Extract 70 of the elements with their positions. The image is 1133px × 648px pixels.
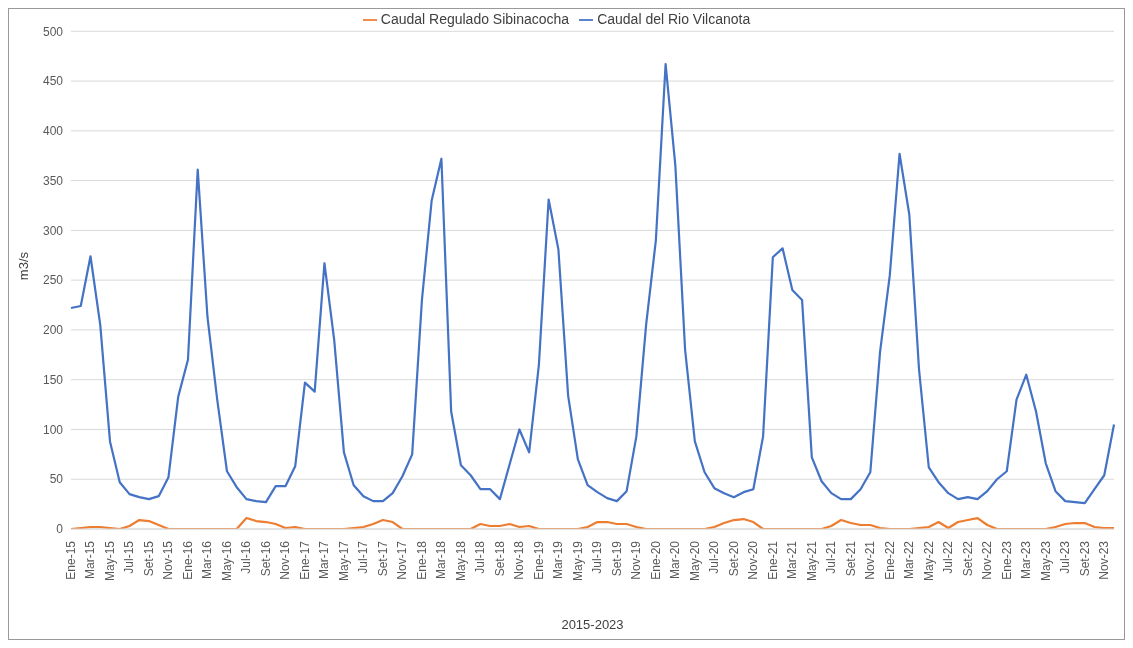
x-tick-label: May-16	[219, 540, 234, 582]
x-tick-label: Set-16	[258, 540, 273, 577]
x-axis-title: 2015-2023	[561, 617, 624, 632]
x-tick-label: Mar-23	[1019, 540, 1034, 580]
x-tick-label: Set-15	[141, 540, 156, 577]
x-tick-label: Set-21	[843, 540, 858, 577]
x-tick-label: Mar-15	[83, 540, 98, 580]
x-tick-label: Mar-16	[200, 540, 215, 580]
y-tick-label: 0	[56, 522, 64, 537]
x-tick-label: Set-17	[375, 540, 390, 577]
y-tick-label: 350	[42, 173, 64, 188]
x-tick-label: Jul-20	[707, 540, 722, 574]
x-tick-label: Jul-17	[356, 540, 371, 574]
x-tick-label: Set-22	[960, 540, 975, 577]
x-tick-label: Jul-22	[941, 540, 956, 574]
y-tick-label: 250	[42, 273, 64, 288]
legend-label: Caudal del Rio Vilcanota	[597, 11, 751, 27]
x-tick-label: Nov-21	[863, 540, 878, 580]
x-tick-label: Ene-19	[531, 540, 546, 580]
x-tick-label: Jul-19	[590, 540, 605, 574]
x-tick-label: Jul-23	[1058, 540, 1073, 574]
x-tick-label: Nov-23	[1097, 540, 1112, 580]
x-tick-label: Set-19	[609, 540, 624, 577]
y-axis-title: m3/s	[15, 251, 31, 281]
x-tick-label: May-22	[921, 540, 936, 582]
x-tick-label: Ene-21	[765, 540, 780, 580]
x-tick-label: Set-18	[492, 540, 507, 577]
x-tick-label: Jul-21	[824, 540, 839, 574]
x-tick-label: May-20	[687, 540, 702, 582]
x-tick-label: Set-20	[726, 540, 741, 577]
legend-label: Caudal Regulado Sibinacocha	[380, 11, 570, 27]
x-tick-label: Mar-19	[551, 540, 566, 580]
x-tick-label: Mar-22	[902, 540, 917, 580]
x-tick-label: Ene-17	[297, 540, 312, 580]
y-tick-label: 500	[42, 24, 64, 39]
x-tick-label: May-15	[102, 540, 117, 582]
y-tick-label: 50	[49, 472, 64, 487]
y-tick-label: 100	[42, 422, 64, 437]
x-tick-label: Nov-15	[161, 540, 176, 580]
x-tick-label: Nov-16	[278, 540, 293, 580]
x-tick-label: Set-23	[1077, 540, 1092, 577]
x-tick-label: Ene-20	[648, 540, 663, 580]
x-tick-label: Nov-18	[512, 540, 527, 580]
y-tick-label: 450	[42, 74, 64, 89]
x-tick-label: May-23	[1038, 540, 1053, 582]
x-tick-label: Ene-22	[882, 540, 897, 580]
x-tick-label: Nov-22	[980, 540, 995, 580]
x-tick-label: Mar-18	[434, 540, 449, 580]
y-tick-label: 300	[42, 223, 64, 238]
x-tick-label: Jul-18	[473, 540, 488, 574]
x-tick-label: Ene-16	[180, 540, 195, 580]
x-tick-label: Mar-21	[785, 540, 800, 580]
x-tick-label: Jul-15	[122, 540, 137, 574]
y-tick-label: 150	[42, 372, 64, 387]
x-tick-label: Mar-20	[668, 540, 683, 580]
x-tick-label: May-19	[570, 540, 585, 582]
x-tick-label: Ene-23	[999, 540, 1014, 580]
x-tick-label: Nov-19	[629, 540, 644, 580]
x-tick-label: May-21	[804, 540, 819, 582]
y-tick-label: 400	[42, 124, 64, 139]
x-tick-label: Ene-15	[64, 540, 78, 580]
x-tick-label: May-17	[336, 540, 351, 582]
x-tick-label: Jul-16	[239, 540, 254, 574]
x-tick-label: May-18	[453, 540, 468, 582]
x-tick-label: Nov-17	[395, 540, 410, 580]
y-tick-label: 200	[42, 323, 64, 338]
line-series	[69, 63, 1116, 505]
x-tick-label: Nov-20	[746, 540, 761, 580]
x-tick-label: Ene-18	[414, 540, 429, 580]
x-tick-label: Mar-17	[317, 540, 332, 580]
